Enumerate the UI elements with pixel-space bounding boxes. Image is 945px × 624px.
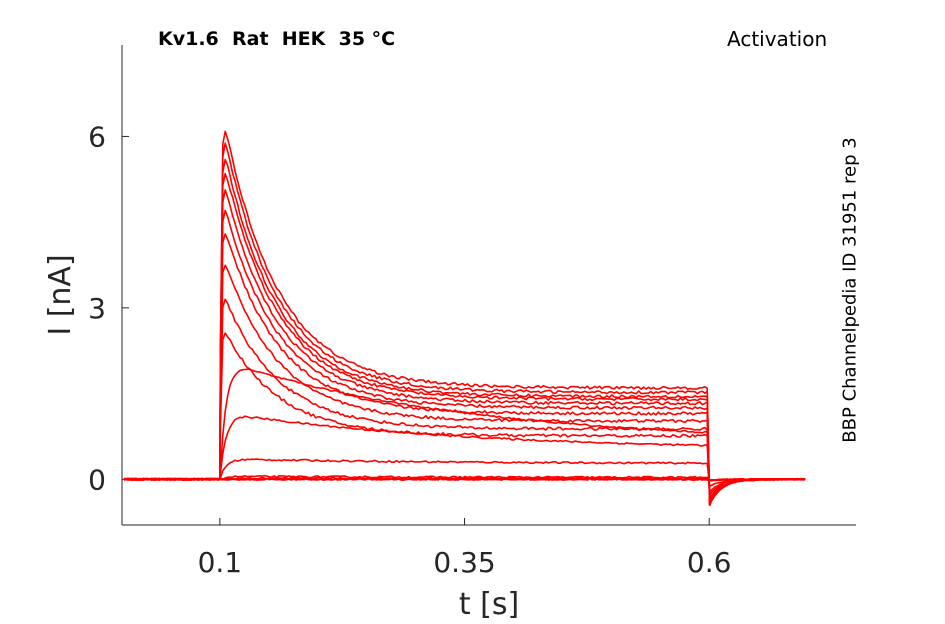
current-trace-13 bbox=[123, 189, 806, 506]
protocol-label: Activation bbox=[727, 27, 828, 51]
x-tick-label: 0.1 bbox=[198, 546, 243, 579]
x-tick-label: 0.35 bbox=[433, 546, 495, 579]
current-trace-10 bbox=[123, 264, 806, 506]
traces bbox=[123, 130, 806, 506]
current-trace-4 bbox=[123, 474, 806, 482]
current-trace-15 bbox=[123, 158, 806, 506]
current-trace-16 bbox=[123, 142, 806, 506]
current-trace-9 bbox=[123, 298, 806, 503]
chart-title: Kv1.6 Rat HEK 35 °C bbox=[158, 28, 396, 50]
y-tick-label: 0 bbox=[88, 463, 106, 496]
current-trace-17 bbox=[123, 130, 806, 506]
axis-labels: 0.1 0.35 0.6 0 3 6 t [s] I [nA] bbox=[43, 120, 731, 622]
current-trace-8 bbox=[123, 332, 806, 500]
x-axis-label: t [s] bbox=[459, 587, 519, 622]
current-trace-11 bbox=[123, 233, 806, 506]
current-trace-12 bbox=[123, 209, 806, 506]
current-trace-6 bbox=[123, 415, 806, 493]
y-tick-label: 3 bbox=[88, 292, 106, 325]
y-tick-label: 6 bbox=[88, 120, 106, 153]
x-tick-label: 0.6 bbox=[687, 546, 732, 579]
current-trace-14 bbox=[123, 172, 806, 506]
current-trace-5 bbox=[123, 458, 806, 488]
y-axis-label: I [nA] bbox=[43, 254, 78, 335]
current-trace-7 bbox=[123, 368, 806, 497]
axes bbox=[121, 45, 856, 526]
